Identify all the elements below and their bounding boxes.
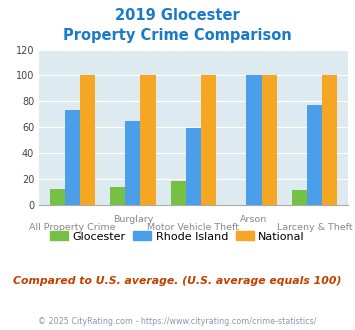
- Bar: [246, 75, 262, 205]
- Text: 2019 Glocester: 2019 Glocester: [115, 8, 240, 23]
- Text: All Property Crime: All Property Crime: [29, 223, 116, 232]
- Text: Compared to U.S. average. (U.S. average equals 100): Compared to U.S. average. (U.S. average …: [13, 276, 342, 285]
- Bar: [262, 75, 277, 205]
- Text: Arson: Arson: [240, 215, 268, 224]
- Bar: [125, 120, 141, 205]
- Bar: [50, 189, 65, 205]
- Bar: [65, 110, 80, 205]
- Bar: [141, 75, 155, 205]
- Bar: [80, 75, 95, 205]
- Text: Property Crime Comparison: Property Crime Comparison: [63, 28, 292, 43]
- Bar: [292, 190, 307, 205]
- Legend: Glocester, Rhode Island, National: Glocester, Rhode Island, National: [46, 227, 309, 246]
- Text: © 2025 CityRating.com - https://www.cityrating.com/crime-statistics/: © 2025 CityRating.com - https://www.city…: [38, 317, 317, 326]
- Text: Motor Vehicle Theft: Motor Vehicle Theft: [147, 223, 240, 232]
- Bar: [186, 128, 201, 205]
- Bar: [322, 75, 337, 205]
- Bar: [307, 105, 322, 205]
- Text: Larceny & Theft: Larceny & Theft: [277, 223, 353, 232]
- Bar: [171, 181, 186, 205]
- Bar: [110, 186, 125, 205]
- Bar: [201, 75, 216, 205]
- Text: Burglary: Burglary: [113, 215, 153, 224]
